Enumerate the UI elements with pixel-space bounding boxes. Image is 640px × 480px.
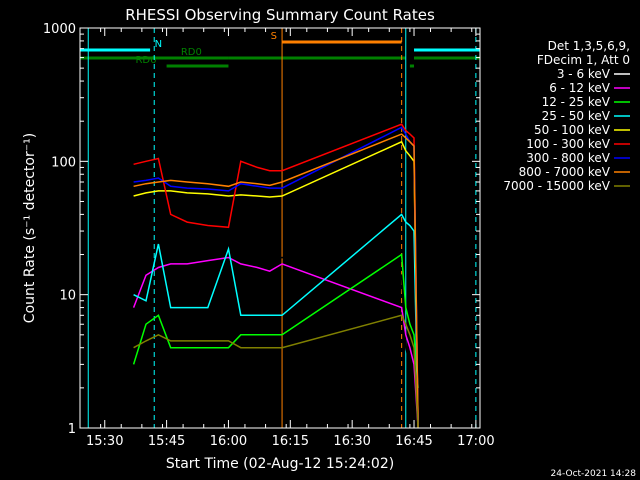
legend-entry: 7000 - 15000 keV	[503, 179, 610, 193]
series-line	[133, 140, 419, 429]
legend-entry: 100 - 300 keV	[526, 137, 610, 151]
series-line	[133, 126, 419, 429]
series-line	[132, 253, 419, 388]
legend-entry: 800 - 7000 keV	[519, 165, 611, 179]
y-tick-label: 1000	[43, 22, 76, 37]
vertical-markers	[87, 28, 477, 428]
y-tick-label: 1	[68, 422, 76, 437]
series-line	[133, 123, 419, 429]
legend-header: FDecim 1, Att 0	[537, 53, 630, 67]
series-line	[132, 238, 419, 429]
flag-bars: N S RD0 RD6	[80, 31, 480, 68]
series-line	[132, 256, 419, 429]
legend-entry: 50 - 100 keV	[534, 123, 611, 137]
x-tick-label: 16:30	[333, 434, 370, 449]
series-line	[133, 213, 419, 429]
legend-entry: 300 - 800 keV	[526, 151, 610, 165]
flag-label: N	[155, 39, 162, 50]
legend-entry: 25 - 50 keV	[542, 109, 611, 123]
x-tick-label: 17:00	[457, 434, 494, 449]
legend-entry: 12 - 25 keV	[542, 95, 611, 109]
legend: Det 1,3,5,6,9,FDecim 1, Att 03 - 6 keV6 …	[503, 39, 630, 193]
series-layer	[132, 123, 419, 429]
legend-entry: 3 - 6 keV	[557, 67, 611, 81]
flag-label: RD6	[135, 55, 156, 66]
y-axis: 1 10 100 1000	[43, 22, 480, 437]
x-tick-label: 16:15	[272, 434, 309, 449]
plot-frame	[79, 27, 481, 429]
x-tick-label: 15:30	[86, 434, 123, 449]
flag-label: RD0	[181, 47, 202, 58]
flag-label: S	[271, 31, 277, 42]
legend-entry: 6 - 12 keV	[549, 81, 611, 95]
x-axis-label: Start Time (02-Aug-12 15:24:02)	[166, 456, 394, 472]
timestamp: 24-Oct-2021 14:28	[551, 469, 637, 479]
x-tick-label: 16:00	[210, 434, 247, 449]
chart-title: RHESSI Observing Summary Count Rates	[125, 6, 435, 24]
legend-header: Det 1,3,5,6,9,	[548, 39, 630, 53]
y-tick-label: 100	[51, 155, 76, 170]
series-line	[133, 133, 419, 429]
y-axis-label: Count Rate (s⁻¹ detector⁻¹)	[22, 133, 38, 323]
y-tick-label: 10	[59, 289, 76, 304]
x-tick-label: 15:45	[148, 434, 185, 449]
series-line	[133, 314, 419, 429]
x-axis: 15:30 15:45 16:00 16:15 16:30 16:45 17:00	[79, 28, 495, 449]
x-tick-label: 16:45	[395, 434, 432, 449]
